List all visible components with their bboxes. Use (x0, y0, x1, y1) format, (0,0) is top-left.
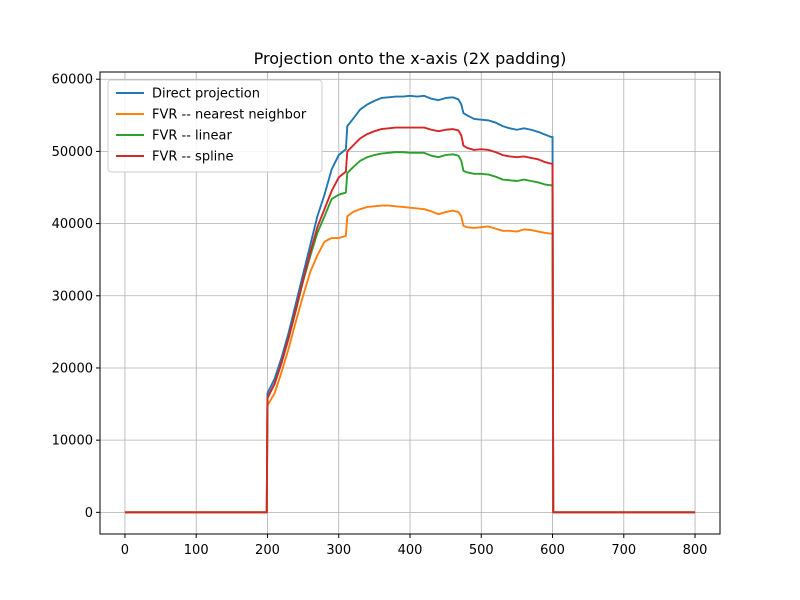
x-tick-label: 500 (469, 543, 494, 558)
legend-label: FVR -- nearest neighbor (152, 108, 307, 123)
x-tick-label: 800 (683, 543, 708, 558)
x-tick-label: 400 (398, 543, 423, 558)
series-line-2 (124, 204, 696, 514)
legend-label: Direct projection (152, 87, 260, 102)
y-tick-label: 0 (85, 506, 93, 521)
x-tick-label: 200 (255, 543, 280, 558)
x-tick-label: 700 (611, 543, 636, 558)
axis-ticks: 0 100 200 300 400 500 600 700 800 0 10000 20000 3000… (52, 73, 708, 558)
x-tick-label: 300 (326, 543, 351, 558)
y-tick-label: 40000 (52, 217, 93, 232)
plot-series (124, 94, 696, 514)
y-tick-label: 10000 (52, 434, 93, 449)
legend-label: FVR -- linear (152, 129, 232, 144)
y-tick-label: 50000 (52, 145, 93, 160)
legend-box (107, 79, 323, 173)
y-tick-label: 30000 (52, 289, 93, 304)
series-line-4 (124, 126, 696, 514)
x-tick-label: 0 (121, 543, 129, 558)
x-tick-label: 600 (540, 543, 565, 558)
series-line-1 (124, 94, 696, 514)
legend: Direct projection FVR -- nearest neighbor… (107, 79, 323, 173)
y-tick-label: 20000 (52, 361, 93, 376)
chart-title: Projection onto the x-axis (2X padding) (254, 49, 567, 68)
y-tick-label: 60000 (52, 73, 93, 88)
legend-label: FVR -- spline (152, 150, 234, 165)
x-tick-label: 100 (184, 543, 209, 558)
